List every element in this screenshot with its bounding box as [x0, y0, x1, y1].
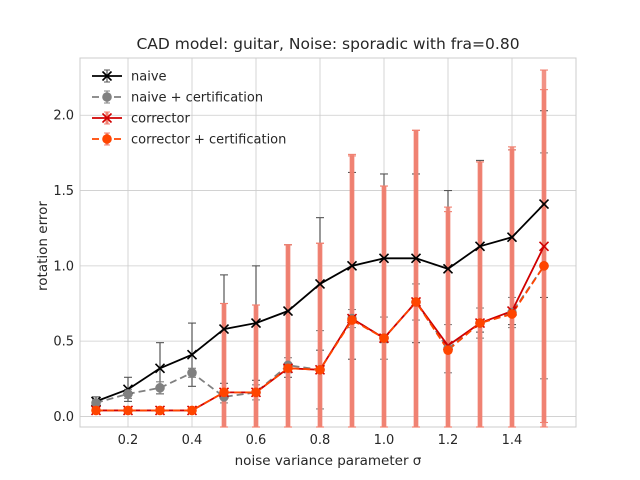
marker-stroke: [442, 263, 454, 274]
marker-stroke: [314, 278, 326, 289]
y-axis-label: rotation error: [35, 201, 51, 291]
marker-stroke: [282, 305, 294, 317]
series-markers: [90, 199, 550, 416]
chart-title: CAD model: guitar, Noise: sporadic with …: [136, 35, 519, 53]
legend-marker: [101, 70, 113, 82]
data-point: [346, 260, 358, 271]
data-point: [155, 405, 165, 416]
data-point: [154, 363, 166, 374]
data-point: [123, 389, 133, 399]
marker-stroke: [378, 253, 390, 264]
marker-stroke: [538, 199, 550, 210]
x-tick-label: 1.4: [502, 433, 523, 448]
legend-marker: [102, 92, 112, 102]
data-point: [155, 383, 165, 393]
data-point: [91, 398, 101, 408]
marker-stroke: [218, 324, 230, 335]
data-point: [187, 367, 197, 378]
marker-stroke: [346, 260, 358, 271]
data-point: [347, 315, 357, 325]
marker-stroke: [250, 318, 262, 329]
data-point: [442, 263, 454, 274]
x-tick-label: 0.4: [182, 433, 203, 448]
data-point: [218, 324, 230, 335]
marker-stroke: [101, 70, 113, 82]
data-point: [251, 387, 261, 398]
data-point: [539, 261, 549, 271]
marker-stroke: [101, 112, 113, 124]
data-point: [123, 405, 133, 416]
data-point: [315, 364, 325, 375]
data-point: [314, 278, 326, 289]
data-point: [187, 405, 197, 416]
data-point: [538, 199, 550, 210]
legend-label: naive: [131, 70, 167, 85]
x-tick-label: 0.2: [118, 433, 139, 448]
y-tick-labels: 0.0 0.5 1.0 1.5 2.0: [53, 109, 74, 425]
data-point: [475, 318, 485, 328]
data-point: [379, 333, 389, 343]
data-point: [219, 387, 229, 398]
data-point: [186, 349, 198, 360]
marker-stroke: [410, 253, 422, 264]
legend-label: naive + certification: [131, 91, 263, 106]
x-axis-label: noise variance parameter σ: [235, 453, 422, 469]
y-tick-label: 1.5: [53, 184, 74, 199]
data-point: [283, 363, 293, 374]
grid: [80, 58, 576, 427]
x-tick-label: 1.0: [374, 433, 395, 448]
plot-frame: [79, 57, 577, 428]
y-tick-label: 1.0: [53, 259, 74, 274]
x-tick-labels: 0.2 0.4 0.6 0.8 1.0 1.2 1.4: [118, 433, 523, 448]
y-tick-label: 0.0: [53, 410, 74, 425]
data-point: [282, 305, 294, 317]
data-point: [474, 241, 486, 252]
data-point: [507, 309, 517, 319]
data-point: [411, 297, 421, 307]
marker-stroke: [506, 232, 518, 243]
marker-stroke: [154, 363, 166, 374]
data-point: [443, 345, 453, 355]
legend: naive naive + certification corrector corre…: [92, 69, 286, 148]
legend-label: corrector: [131, 112, 190, 127]
marker-stroke: [538, 241, 550, 252]
y-tick-label: 0.5: [53, 335, 74, 350]
data-point: [506, 232, 518, 243]
legend-label: corrector + certification: [131, 133, 286, 148]
data-point: [91, 405, 101, 416]
x-tick-label: 0.8: [310, 433, 331, 448]
marker-stroke: [474, 241, 486, 252]
data-point: [378, 253, 390, 264]
legend-marker: [101, 112, 113, 124]
data-point: [410, 253, 422, 264]
data-point: [250, 318, 262, 329]
legend-marker: [102, 134, 112, 144]
data-point: [538, 241, 550, 252]
x-tick-label: 0.6: [246, 433, 267, 448]
x-tick-label: 1.2: [438, 433, 459, 448]
y-tick-label: 2.0: [53, 109, 74, 124]
marker-stroke: [186, 349, 198, 360]
